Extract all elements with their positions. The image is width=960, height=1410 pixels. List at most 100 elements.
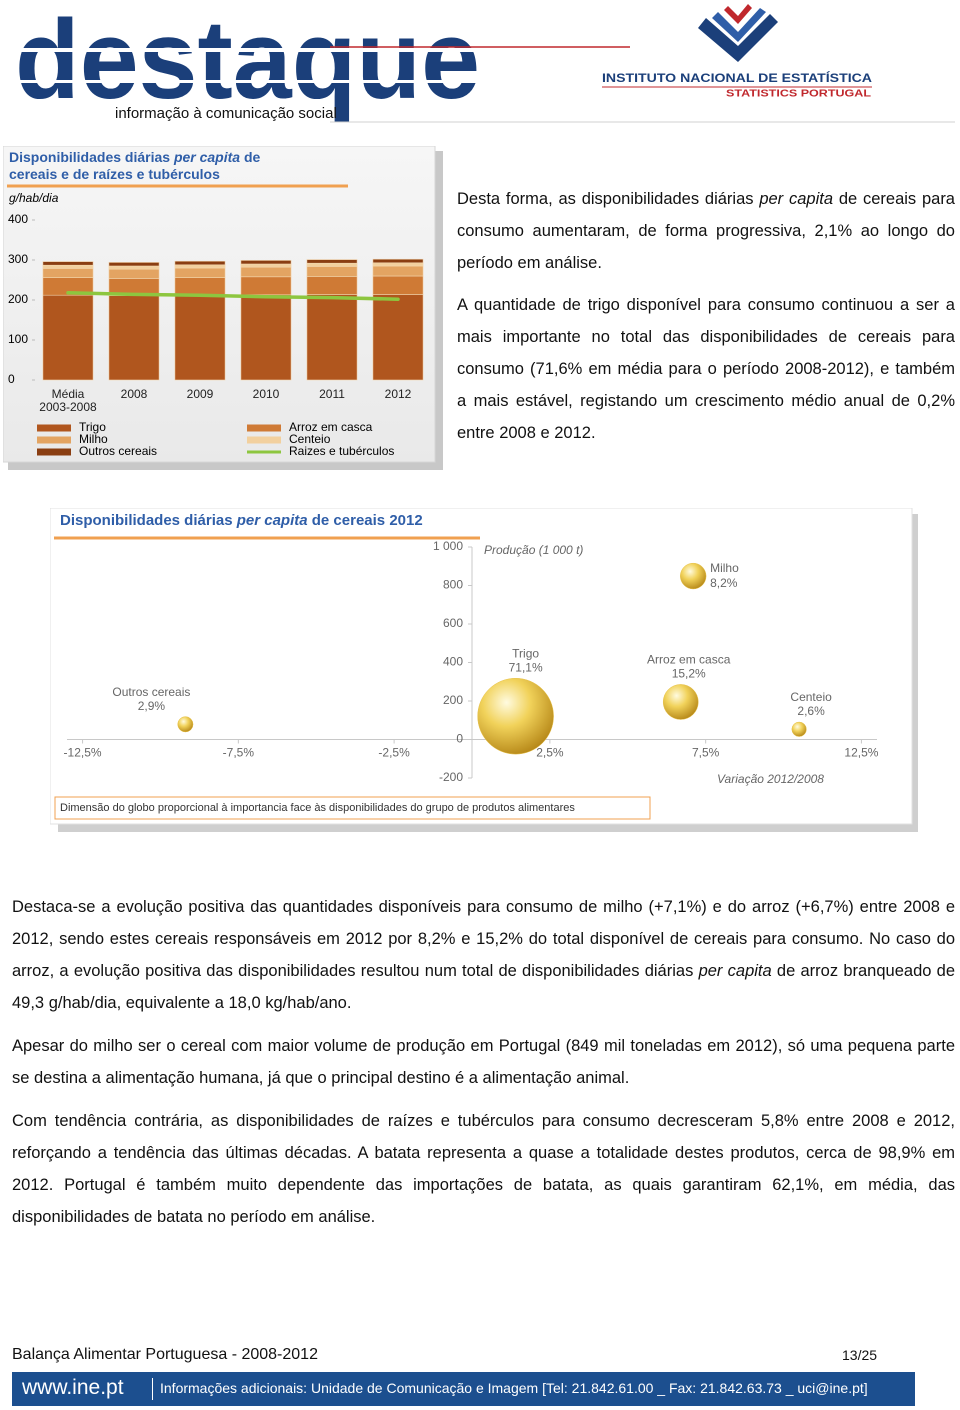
y-tick-label: -200: [439, 770, 463, 784]
legend-label: Raizes e tubérculos: [289, 444, 394, 458]
bubble-label: Trigo: [512, 646, 539, 660]
paragraph: A quantidade de trigo disponível para co…: [457, 289, 955, 449]
paragraph: Com tendência contrária, as disponibilid…: [12, 1105, 955, 1233]
chart-title-text: Disponibilidades diárias per capita de c…: [60, 512, 520, 529]
logo-stripe: [0, 48, 500, 52]
bubble-label: Milho: [710, 561, 739, 575]
bubble: [680, 562, 707, 590]
x-tick-label: -7,5%: [223, 746, 255, 760]
text-run: Disponibilidades diárias: [60, 512, 237, 529]
contact: Informações adicionais: Unidade de Comun…: [160, 1380, 868, 1396]
text-run: Com tendência contrária, as disponibilid…: [12, 1112, 955, 1226]
text-run: de cereais e de raízes e tubérculos: [9, 149, 261, 182]
x-tick-label: 7,5%: [692, 746, 720, 760]
bubble-value-label: 2,6%: [797, 704, 825, 718]
stacked-bar-chart: Disponibilidades diárias per capita de c…: [3, 146, 443, 470]
x-tick-label-box: 2010: [252, 388, 280, 401]
bar-segment: [174, 264, 226, 269]
x-tick-label-box: 2008: [120, 388, 148, 401]
chart-background: [50, 508, 913, 825]
chart-title-text: Disponibilidades diárias per capita de c…: [9, 149, 309, 183]
bubble-value-label: 2,9%: [138, 699, 166, 713]
x-tick-label: -12,5%: [64, 746, 102, 760]
bar-segment: [372, 294, 424, 381]
x-tick-label: 2011: [319, 388, 345, 401]
bar-segment: [174, 267, 226, 278]
logo: destaque: [15, 0, 480, 122]
bar-segment: [240, 276, 292, 296]
legend-swatch: [37, 448, 71, 456]
text-run: de cereais 2012: [307, 512, 423, 529]
paragraph: Apesar do milho ser o cereal com maior v…: [12, 1030, 955, 1094]
text-run: Apesar do milho ser o cereal com maior v…: [12, 1037, 955, 1087]
y-tick-label: 400: [443, 655, 463, 669]
site: www.ine.pt: [22, 1376, 124, 1399]
bar-segment: [240, 294, 292, 381]
text-run: A quantidade de trigo disponível para co…: [457, 296, 955, 442]
bubble-value-label: 15,2%: [672, 667, 706, 681]
legend-swatch: [37, 424, 71, 432]
x-tick-label-box: Média 2003-2008: [39, 388, 96, 414]
legend-swatch: [247, 424, 281, 432]
bubble: [477, 678, 554, 755]
bar-segment: [240, 260, 292, 265]
bar-segment: [306, 294, 358, 381]
bubble-chart: Disponibilidades diárias per capita de c…: [50, 508, 918, 832]
bar-segment: [174, 260, 226, 266]
bar-segment: [174, 277, 226, 296]
y-tick-label: 600: [443, 616, 463, 630]
bubble-value-label: 71,1%: [509, 660, 543, 674]
bar-segment: [108, 295, 160, 381]
y-tick-label: 100: [8, 332, 28, 346]
text-run: per capita: [173, 149, 241, 165]
y-tick-label: 200: [443, 693, 463, 707]
page-number: 13/25: [842, 1347, 878, 1363]
institute-name: INSTITUTO NACIONAL DE ESTATÍSTICA: [602, 72, 872, 85]
side-text: Desta forma, as disponibilidades diárias…: [457, 183, 955, 449]
divider: [152, 1378, 153, 1400]
y-tick-label: 300: [8, 252, 28, 266]
legend-label: Centeio: [289, 432, 331, 446]
bar-segment: [306, 259, 358, 264]
bar-segment: [372, 265, 424, 277]
x-tick-label: 2012: [384, 388, 412, 401]
note-box: [54, 796, 651, 820]
bar-segment: [372, 262, 424, 267]
y-tick-label: 1 000: [433, 539, 463, 553]
bubble: [662, 684, 699, 720]
x-tick-label: 2010: [252, 388, 280, 401]
bar-segment: [42, 294, 94, 381]
paragraph: Desta forma, as disponibilidades diárias…: [457, 183, 955, 279]
x-tick-label: 2008: [120, 388, 148, 401]
chart-title: Disponibilidades diárias per capita de c…: [60, 512, 520, 529]
footer-bar: www.ine.pt Informações adicionais: Unida…: [12, 1372, 915, 1406]
y-tick-label: 0: [456, 732, 463, 746]
bubble-label: Centeio: [790, 690, 832, 704]
y-axis-label: g/hab/dia: [9, 191, 59, 205]
ine-emblem: [698, 4, 778, 62]
legend-label: Arroz em casca: [289, 420, 373, 434]
text-run: Disponibilidades diárias: [9, 149, 174, 165]
text-run: Destaca-se a evolução positiva das quant…: [12, 898, 955, 980]
text-run: Desta forma, as disponibilidades diárias: [457, 190, 760, 208]
y-axis-label: Produção (1 000 t): [484, 543, 583, 557]
paragraph: Destaca-se a evolução positiva das quant…: [12, 891, 955, 1019]
x-tick-label: 2,5%: [536, 746, 564, 760]
tagline: informação à comunicação social: [115, 105, 337, 122]
body-text: Destaca-se a evolução positiva das quant…: [12, 891, 955, 1233]
x-tick-label-box: 2012: [384, 388, 412, 401]
x-tick-label-box: 2011: [319, 388, 345, 401]
x-tick-label: 12,5%: [844, 746, 878, 760]
logo-stripe: [0, 80, 500, 83]
text-run: de cereais para consumo aumentaram, de f…: [457, 190, 955, 272]
x-tick-label-box: 2009: [187, 388, 214, 401]
text-run: per capita: [236, 512, 308, 529]
bar-segment: [174, 294, 226, 381]
bar-segment: [306, 266, 358, 277]
bar-segment: [108, 265, 160, 270]
bar-segment: [108, 268, 160, 279]
bubble: [791, 721, 807, 737]
line-series: [66, 291, 400, 301]
chart-title: Disponibilidades diárias per capita de c…: [9, 149, 309, 183]
